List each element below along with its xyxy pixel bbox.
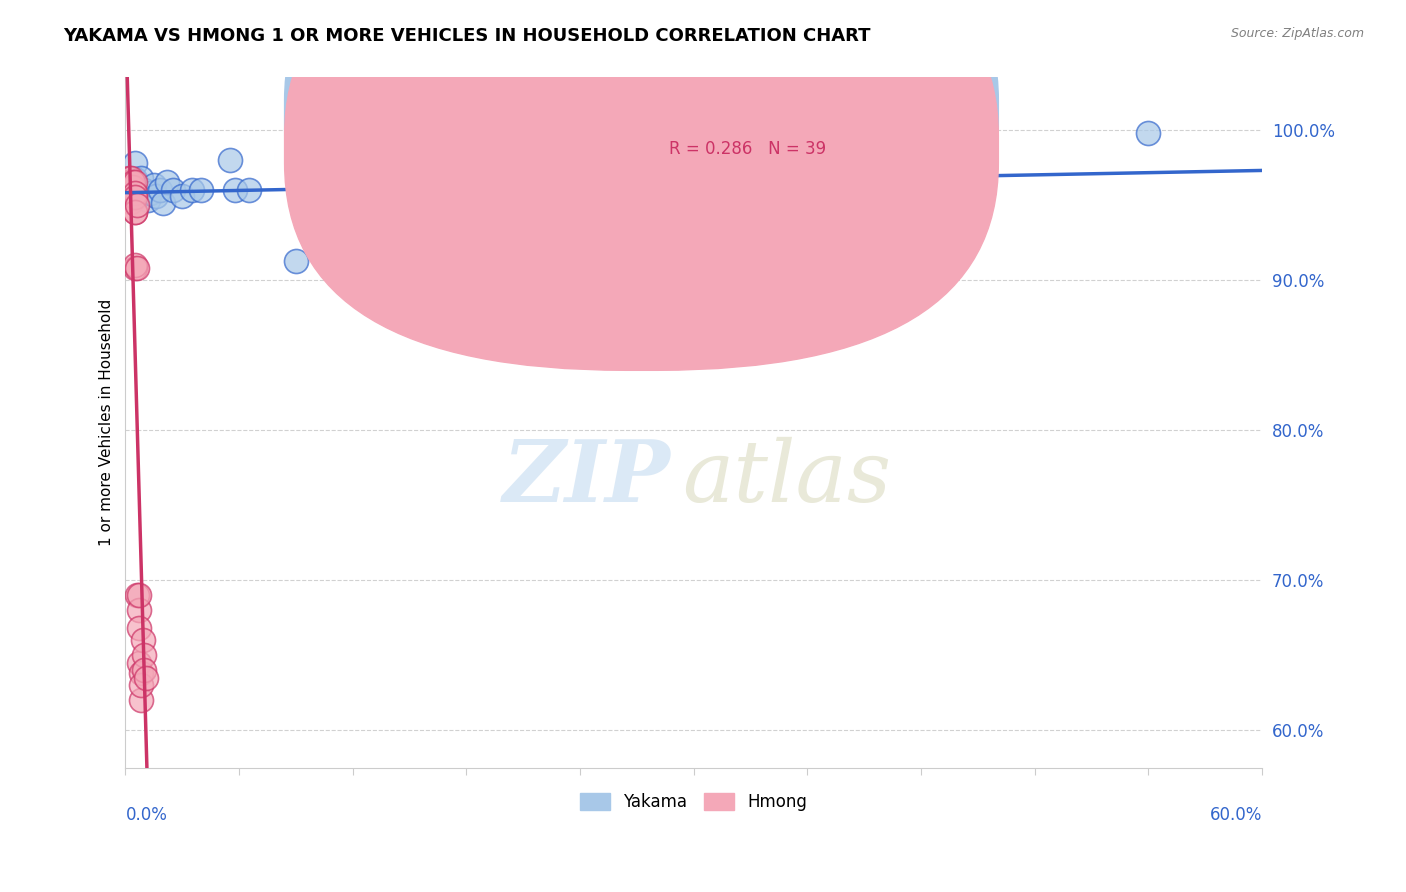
Text: R = 0.279   N = 27: R = 0.279 N = 27: [669, 105, 825, 123]
Point: [124, 176, 146, 190]
Text: Source: ZipAtlas.com: Source: ZipAtlas.com: [1230, 27, 1364, 40]
Point: [145, 189, 167, 203]
Point: [142, 178, 165, 193]
Point: [152, 196, 174, 211]
Point: [125, 588, 148, 602]
Text: YAKAMA VS HMONG 1 OR MORE VEHICLES IN HOUSEHOLD CORRELATION CHART: YAKAMA VS HMONG 1 OR MORE VEHICLES IN HO…: [63, 27, 870, 45]
Point: [118, 190, 141, 204]
Point: [1137, 126, 1160, 140]
Point: [122, 176, 145, 190]
Point: [129, 693, 152, 707]
Point: [125, 198, 148, 212]
Point: [172, 189, 194, 203]
Point: [148, 183, 170, 197]
Point: [342, 176, 364, 190]
Point: [139, 186, 162, 200]
Point: [129, 666, 152, 681]
Point: [128, 621, 150, 635]
Point: [120, 183, 142, 197]
Point: [118, 176, 141, 190]
Point: [218, 153, 240, 167]
Point: [124, 258, 146, 272]
Point: [122, 186, 145, 200]
Point: [124, 205, 146, 219]
Text: atlas: atlas: [682, 436, 891, 519]
Point: [131, 633, 153, 648]
Point: [128, 603, 150, 617]
Point: [190, 183, 212, 197]
Point: [162, 183, 184, 197]
Point: [124, 205, 146, 219]
Point: [284, 253, 307, 268]
Point: [136, 194, 159, 208]
Point: [128, 189, 150, 203]
Point: [124, 190, 146, 204]
FancyBboxPatch shape: [284, 0, 998, 370]
FancyBboxPatch shape: [284, 0, 998, 335]
Text: R = 0.286   N = 39: R = 0.286 N = 39: [669, 140, 825, 159]
Legend: Yakama, Hmong: Yakama, Hmong: [574, 787, 814, 818]
Point: [117, 176, 139, 190]
Point: [134, 648, 156, 662]
Point: [124, 172, 146, 186]
Point: [120, 180, 142, 194]
Point: [120, 183, 142, 197]
Point: [120, 171, 142, 186]
Point: [360, 183, 382, 197]
Point: [128, 656, 150, 670]
Point: [117, 186, 139, 200]
Point: [118, 180, 141, 194]
Point: [134, 663, 156, 677]
Point: [124, 186, 146, 200]
Point: [224, 183, 246, 197]
Point: [129, 678, 152, 692]
Point: [180, 183, 202, 197]
Point: [128, 588, 150, 602]
Point: [118, 186, 141, 200]
Point: [129, 171, 152, 186]
Point: [124, 260, 146, 275]
Point: [134, 183, 156, 197]
Point: [125, 260, 148, 275]
Point: [948, 186, 970, 200]
Text: ZIP: ZIP: [503, 436, 671, 519]
Text: 60.0%: 60.0%: [1209, 805, 1263, 823]
Point: [124, 156, 146, 170]
Point: [238, 183, 260, 197]
Text: 0.0%: 0.0%: [125, 805, 167, 823]
Point: [135, 671, 157, 685]
Point: [120, 194, 142, 209]
FancyBboxPatch shape: [609, 81, 887, 167]
Y-axis label: 1 or more Vehicles in Household: 1 or more Vehicles in Household: [100, 299, 114, 546]
Point: [122, 180, 145, 194]
Point: [294, 159, 316, 173]
Point: [494, 240, 516, 254]
Point: [117, 183, 139, 197]
Point: [118, 171, 141, 186]
Point: [156, 176, 179, 190]
Point: [120, 186, 142, 200]
Point: [122, 190, 145, 204]
Point: [117, 190, 139, 204]
